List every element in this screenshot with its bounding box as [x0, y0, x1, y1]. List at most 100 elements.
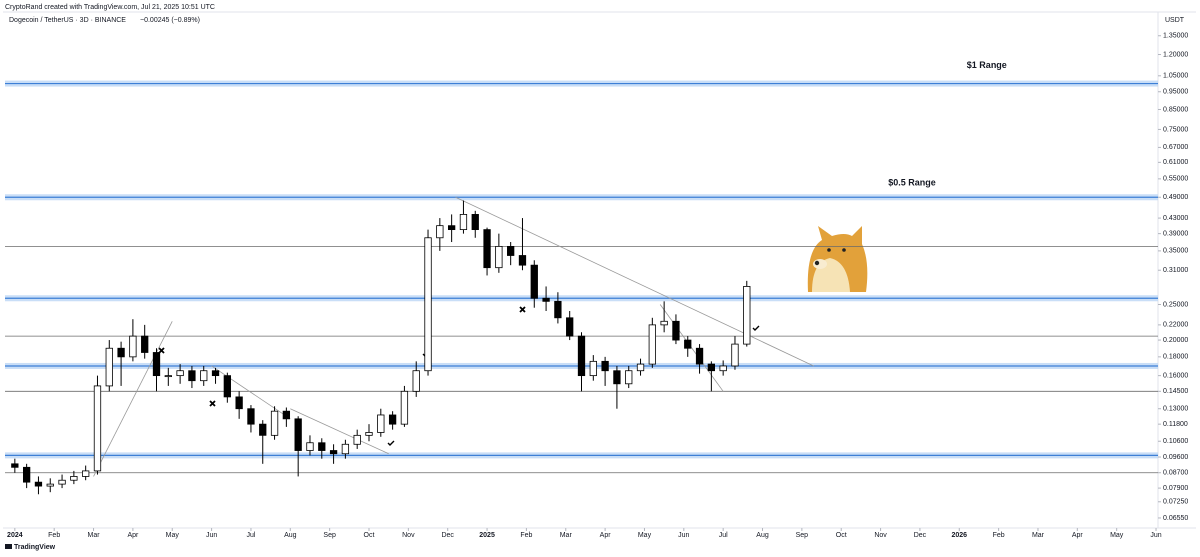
candle-body	[58, 479, 66, 485]
candle	[400, 385, 409, 427]
candle	[141, 324, 149, 359]
candle	[695, 344, 704, 374]
x-tick-label: Apr	[127, 532, 139, 539]
x-tick-label: Apr	[1072, 532, 1084, 539]
candle-body	[22, 466, 31, 483]
x-tick-label: Aug	[756, 532, 769, 539]
candle	[648, 317, 656, 368]
x-tick-label: Sep	[323, 532, 336, 539]
candle	[58, 474, 66, 489]
candle	[34, 476, 43, 495]
candle	[341, 439, 350, 459]
candle	[707, 361, 716, 392]
candle-body	[436, 225, 444, 239]
candle	[554, 292, 562, 324]
candle	[129, 319, 137, 362]
y-tick-label: 0.55000	[1163, 176, 1188, 183]
candle-body	[247, 408, 255, 425]
candle-body	[294, 418, 302, 451]
change: −0.00245 (−0.89%)	[140, 17, 200, 24]
x-tick-label: Feb	[48, 532, 60, 539]
x-tick-label: Jun	[206, 532, 217, 539]
candle	[247, 405, 255, 433]
y-tick-label: 0.43000	[1163, 215, 1188, 222]
x-tick-label: Feb	[993, 532, 1005, 539]
candle	[684, 336, 692, 357]
candle-body	[341, 443, 350, 455]
x-tick-label: May	[638, 532, 652, 539]
y-tick-label: 0.09600	[1163, 454, 1188, 461]
candle	[613, 365, 621, 409]
candle-body	[400, 390, 409, 425]
candle	[270, 406, 279, 440]
candle	[636, 358, 645, 376]
candle	[660, 301, 668, 333]
x-tick-label: Nov	[402, 532, 415, 539]
candle	[388, 411, 397, 430]
candle-body	[554, 300, 562, 319]
candle	[200, 365, 208, 386]
y-tick-label: 0.39000	[1163, 230, 1188, 237]
check-marks	[387, 325, 760, 446]
brand: TradingView	[14, 544, 56, 551]
candle	[447, 214, 456, 243]
y-axis-label: USDT	[1165, 17, 1185, 24]
symbol-line: Dogecoin / TetherUS · 3D · BINANCE	[9, 17, 126, 24]
candle	[46, 478, 54, 493]
y-tick-label: 0.35000	[1163, 248, 1188, 255]
y-tick-label: 0.06550	[1163, 515, 1188, 522]
candle	[436, 218, 444, 251]
x-tick-label: Jul	[719, 532, 728, 539]
candle	[471, 210, 479, 238]
y-tick-label: 0.22000	[1163, 322, 1188, 329]
y-tick-label: 0.20000	[1163, 337, 1188, 344]
candle-body	[282, 410, 291, 420]
x-tick-label: Mar	[1032, 532, 1045, 539]
candle	[306, 435, 314, 456]
candle-body	[613, 370, 621, 385]
y-tick-label: 0.16000	[1163, 372, 1188, 379]
candle	[93, 375, 102, 475]
annotation: $1 Range	[967, 60, 1007, 70]
candle	[117, 341, 125, 386]
candle-body	[648, 324, 656, 365]
candle-body	[530, 264, 538, 299]
candle	[424, 229, 432, 376]
candle	[22, 463, 31, 489]
candle-body	[589, 360, 597, 377]
y-tick-label: 1.35000	[1163, 33, 1188, 40]
candle-body	[188, 370, 196, 382]
candle-body	[601, 360, 609, 372]
candle	[223, 372, 231, 403]
candle-body	[695, 347, 704, 365]
candle-body	[636, 363, 645, 372]
candle	[70, 470, 78, 485]
candle-body	[152, 352, 161, 377]
candle	[164, 367, 172, 386]
candle-body	[46, 483, 54, 487]
candle-body	[377, 414, 385, 433]
y-tick-label: 0.31000	[1163, 267, 1188, 274]
y-tick-label: 1.20000	[1163, 51, 1188, 58]
x-tick-label: Jun	[678, 532, 689, 539]
y-tick-label: 0.10600	[1163, 438, 1188, 445]
candle-body	[731, 343, 739, 367]
trendline	[455, 196, 814, 367]
trendline	[659, 304, 724, 392]
candle-body	[507, 245, 515, 256]
candle-body	[412, 370, 420, 392]
y-tick-label: 0.11800	[1163, 421, 1188, 428]
candle-body	[70, 476, 78, 481]
candle-body	[93, 385, 102, 472]
candle-body	[707, 363, 716, 372]
candle-body	[200, 370, 208, 382]
candle-body	[259, 423, 267, 436]
x-tick-label: Aug	[284, 532, 297, 539]
candle	[294, 416, 302, 477]
candle	[377, 408, 385, 437]
candle-body	[176, 370, 184, 377]
candle-body	[459, 214, 468, 231]
y-tick-label: 0.07900	[1163, 485, 1188, 492]
y-tick-label: 0.61000	[1163, 159, 1188, 166]
